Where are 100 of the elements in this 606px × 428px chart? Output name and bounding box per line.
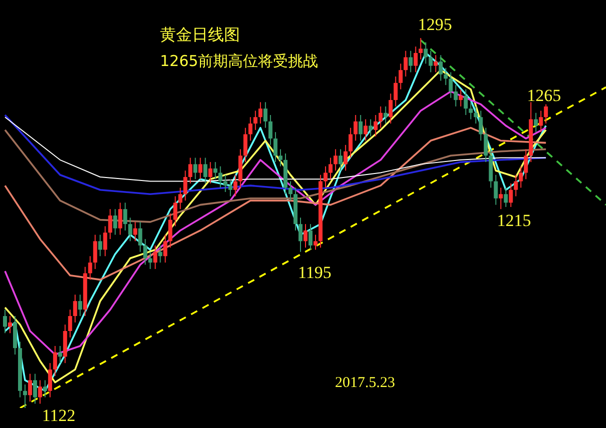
candlestick: [98, 234, 102, 257]
candlestick: [328, 157, 333, 180]
candlestick: [143, 238, 148, 266]
candlestick: [78, 294, 82, 317]
candlestick: [444, 67, 448, 86]
candlestick: [213, 162, 218, 180]
candlestick: [484, 127, 488, 163]
annotation: 1265: [527, 86, 561, 105]
candlestick: [374, 114, 378, 137]
candlestick: [288, 180, 292, 202]
candlestick: [158, 244, 162, 264]
candlestick: [508, 182, 513, 208]
candlestick: [364, 118, 368, 142]
candlestick: [53, 345, 58, 376]
candlestick: [8, 316, 12, 334]
candlestick: [334, 148, 338, 172]
candlestick: [123, 202, 128, 231]
candlestick: [273, 132, 278, 163]
candlestick: [153, 244, 158, 270]
candlestick: [308, 224, 313, 250]
candlestick: [354, 114, 358, 142]
candlestick: [133, 221, 138, 242]
candlestick: [253, 110, 258, 130]
annotation: 1122: [42, 406, 76, 425]
chart-title: 黄金日线图: [160, 25, 240, 44]
candlestick: [73, 294, 78, 323]
candlestick: [188, 157, 192, 184]
candlestick: [103, 226, 108, 257]
candlestick: [478, 110, 483, 142]
candlestick: [358, 114, 363, 142]
candlestick: [514, 174, 518, 197]
candlestick: [138, 221, 142, 252]
candlestick: [183, 170, 188, 202]
candlestick: [524, 148, 528, 180]
candlestick: [518, 166, 523, 188]
candlestick: [544, 104, 548, 124]
candlestick: [378, 106, 383, 128]
candlestick: [368, 118, 373, 137]
candlestick: [233, 174, 238, 197]
candlestick: [418, 38, 423, 60]
candlestick: [344, 144, 348, 172]
candlestick: [438, 54, 443, 82]
candlestick: [218, 166, 222, 188]
candlestick: [458, 88, 463, 107]
candlestick: [198, 157, 202, 180]
candlestick: [268, 114, 272, 146]
candlestick: [468, 102, 473, 120]
candlestick: [398, 63, 403, 90]
candlestick: [504, 187, 508, 208]
candlestick: [304, 224, 308, 248]
annotation: 1195: [298, 263, 332, 282]
candlestick: [448, 72, 453, 98]
candlestick: [173, 196, 178, 227]
candlestick: [384, 106, 388, 124]
candlestick: [178, 187, 182, 210]
candlestick: [193, 157, 198, 180]
candlestick: [248, 116, 252, 142]
candlestick: [223, 174, 228, 192]
candlestick: [314, 234, 318, 250]
candlestick: [68, 309, 72, 338]
candlestick: [48, 362, 52, 398]
candlestick: [298, 217, 302, 252]
candlestick: [394, 76, 398, 107]
candlestick: [428, 50, 433, 73]
candlestick: [454, 84, 458, 107]
candlestick: [228, 178, 232, 197]
candlestick: [278, 148, 282, 167]
candlestick: [324, 166, 328, 188]
candlestick: [464, 88, 468, 116]
candlestick: [163, 234, 168, 264]
candlestick: [348, 127, 353, 158]
candlestick: [434, 54, 438, 73]
candlestick: [404, 50, 408, 77]
text: 1265前期高位将受挑战: [160, 52, 318, 70]
candlestick: [203, 157, 208, 184]
candlestick: [58, 345, 62, 364]
candlestick: [88, 256, 92, 280]
text: 1295: [418, 15, 452, 34]
candlestick: [243, 127, 248, 163]
candlestick: [108, 208, 112, 240]
candlestick: [93, 234, 98, 270]
candlestick: [538, 110, 543, 133]
candlestick: [494, 174, 498, 206]
candlestick: [474, 106, 478, 124]
candlestick: [534, 112, 538, 133]
candlestick: [263, 102, 268, 128]
candlestick: [38, 380, 42, 404]
candlestick: [23, 384, 28, 408]
candlestick: [128, 217, 132, 242]
candlestick: [148, 251, 152, 270]
candlestick: [258, 102, 262, 124]
candlestick: [338, 148, 343, 172]
candlestick: [33, 373, 38, 404]
candlestick: [168, 212, 172, 248]
candlestick: [3, 309, 8, 334]
candlestick: [118, 202, 122, 236]
candlestick: [43, 380, 48, 398]
candlestick: [28, 373, 32, 402]
candlestick: [414, 46, 418, 73]
annotation: 2017.5.23: [335, 375, 395, 391]
